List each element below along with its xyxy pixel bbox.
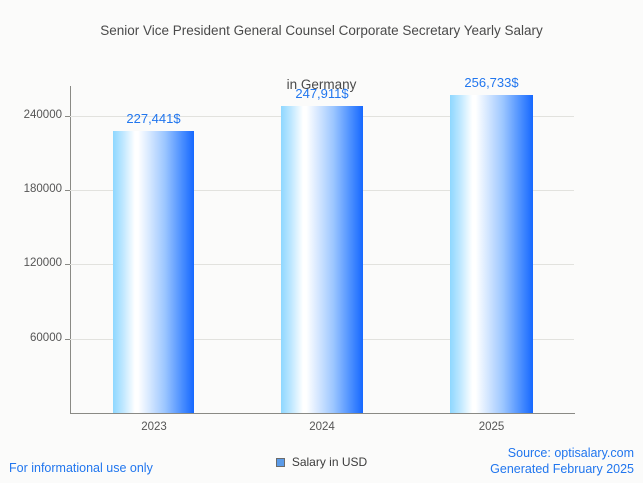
chart-legend: Salary in USD <box>0 455 643 469</box>
x-axis-line <box>70 413 575 414</box>
y-tick-label-180000: 180000 <box>23 183 62 195</box>
disclaimer-text: For informational use only <box>9 461 153 475</box>
y-tick-label-240000: 240000 <box>23 108 62 121</box>
bar-value-label-2024: 247,911$ <box>295 85 349 101</box>
y-tick-label-120000: 120000 <box>23 257 62 270</box>
bar-value-label-2023: 227,441$ <box>126 111 181 127</box>
y-tick-label-60000: 60000 <box>30 331 62 344</box>
bar-2023[interactable]: 227,441$ <box>113 111 194 413</box>
legend-item-label[interactable]: Salary in USD <box>291 455 368 469</box>
y-tick-mark-240000 <box>65 115 70 117</box>
generated-date-text: Generated February 2025 <box>490 462 634 476</box>
chart-title-line-2: in Germany <box>286 77 357 92</box>
chart-title-line-1: Senior Vice President General Counsel Co… <box>100 23 543 38</box>
plot-area: 240000 180000 120000 60000 227,441$ 247,… <box>24 75 574 413</box>
bar-value-label-2025: 256,733$ <box>464 75 519 90</box>
x-tick-label-2024: 2024 <box>309 421 335 433</box>
x-tick-label-2023: 2023 <box>141 421 167 433</box>
legend-color-swatch-icon <box>275 457 285 467</box>
y-axis-line <box>70 86 71 414</box>
bar-2025[interactable]: 256,733$ <box>450 75 533 413</box>
y-tick-mark-120000 <box>65 264 70 266</box>
source-text: Source: optisalary.com <box>507 446 634 460</box>
chart-title: Senior Vice President General Counsel Co… <box>40 4 603 94</box>
x-tick-label-2025: 2025 <box>478 421 505 433</box>
y-tick-mark-60000 <box>65 338 70 340</box>
bar-2024[interactable]: 247,911$ <box>281 86 363 413</box>
y-tick-mark-180000 <box>65 190 70 191</box>
source-block: Source: optisalary.com Generated Februar… <box>490 445 634 477</box>
